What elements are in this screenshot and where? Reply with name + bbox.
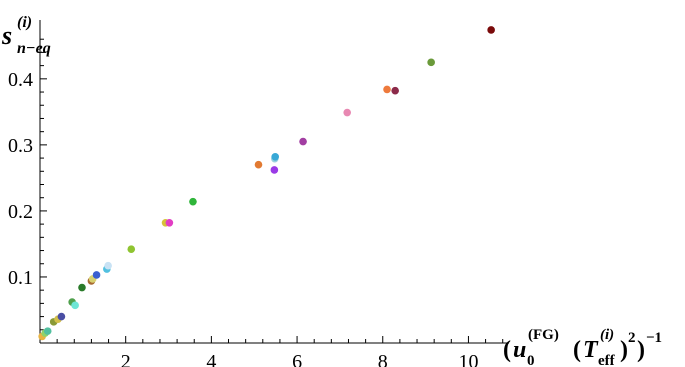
data-point (391, 86, 399, 95)
data-point (487, 26, 495, 34)
x-axis-label: ( u 0 (FG) ( T eff (i) ) 2 ) −1 (503, 327, 662, 367)
x-label-u: u (513, 337, 526, 363)
x-tick-label: 8 (378, 351, 388, 367)
data-point (104, 261, 112, 270)
x-tick-label: 4 (206, 351, 216, 367)
data-point (383, 85, 391, 94)
data-point (271, 152, 280, 161)
data-point (270, 166, 279, 174)
y-tick-label: 0.3 (8, 135, 33, 157)
y-tick-label: 0.4 (8, 69, 33, 91)
x-tick-label: 10 (458, 351, 478, 367)
data-point (343, 108, 351, 117)
x-label-T-subscript: eff (598, 353, 616, 367)
data-point (43, 327, 52, 335)
x-label-paren-2: ( (573, 337, 581, 363)
y-axis-label-subscript: n−eq (17, 40, 51, 57)
data-point (254, 160, 263, 169)
x-label-T-superscript: (i) (600, 327, 614, 343)
data-point (427, 58, 435, 67)
data-point (189, 197, 197, 206)
y-tick-label: 0.2 (8, 201, 33, 223)
y-axis-label-main: s (1, 21, 12, 50)
y-axis-label: s n−eq (i) (1, 14, 51, 57)
x-label-inverse: −1 (646, 330, 662, 346)
data-point (127, 245, 136, 254)
data-point (92, 271, 101, 279)
x-label-square: 2 (628, 330, 636, 346)
data-point (78, 283, 86, 292)
axes: 2 4 6 8 10 0.1 0.2 0.3 0.4 (8, 20, 509, 367)
x-tick-label: 2 (121, 351, 131, 367)
data-point (71, 301, 79, 310)
x-label-close-paren: ) (637, 337, 645, 363)
data-point (165, 219, 174, 227)
x-label-u-subscript: 0 (527, 353, 535, 367)
x-label-open-paren: ( (503, 337, 511, 363)
data-point (299, 137, 307, 146)
x-label-close-paren-2: ) (620, 337, 628, 363)
y-axis-label-superscript: (i) (17, 14, 32, 31)
x-tick-label: 6 (292, 351, 302, 367)
x-label-T: T (583, 337, 599, 363)
data-points (38, 26, 495, 341)
x-label-u-superscript: (FG) (528, 327, 559, 343)
y-tick-label: 0.1 (8, 267, 33, 289)
data-point (57, 312, 66, 321)
